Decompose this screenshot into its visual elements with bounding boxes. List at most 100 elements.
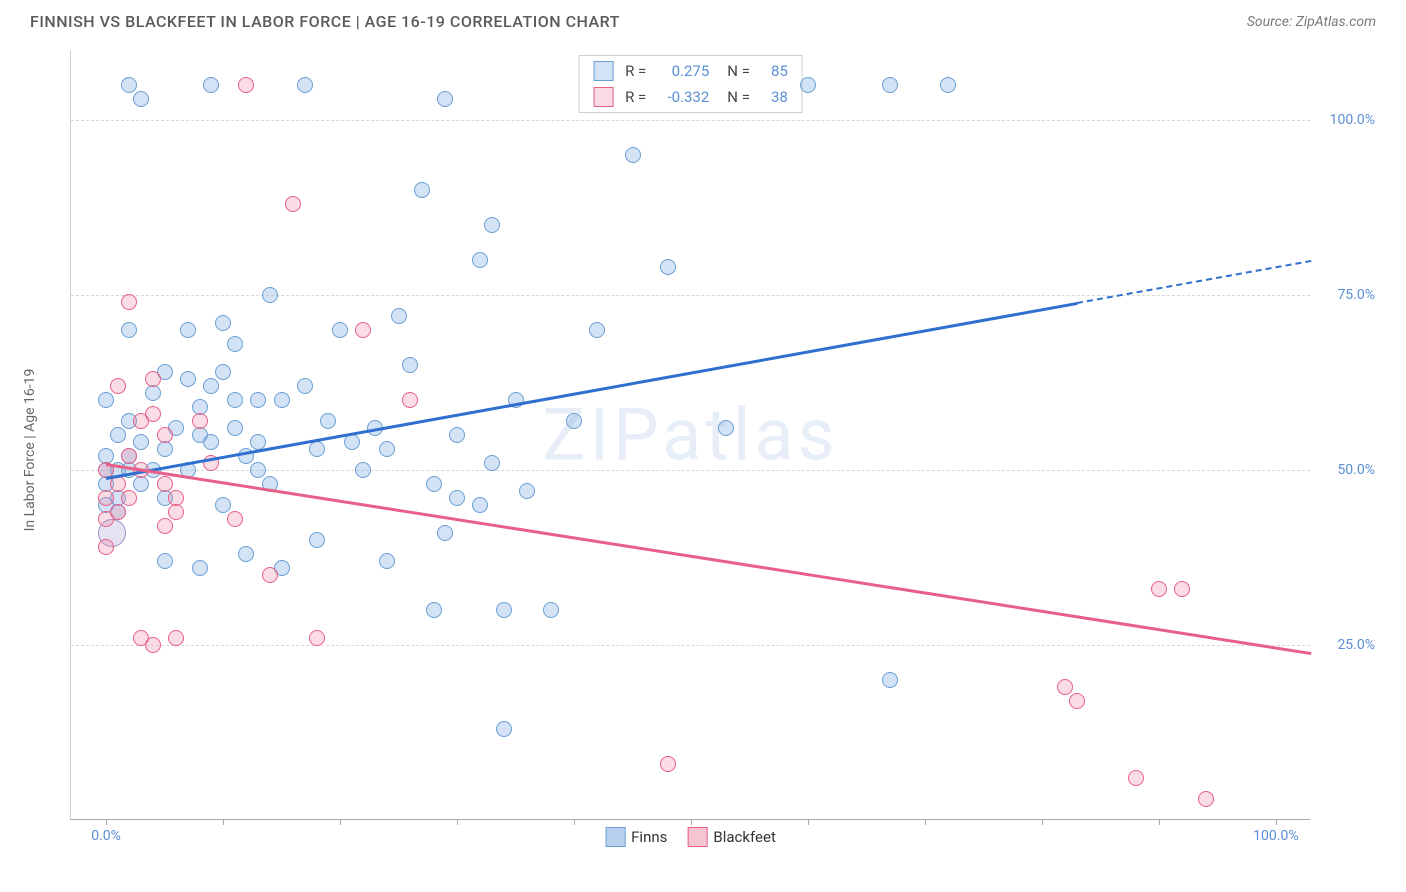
data-point — [309, 532, 325, 548]
data-point — [145, 406, 161, 422]
data-point — [1151, 581, 1167, 597]
data-point — [157, 518, 173, 534]
data-point — [250, 392, 266, 408]
data-point — [625, 147, 641, 163]
legend-row: R = -0.332 N = 38 — [579, 84, 802, 110]
chart-title: FINNISH VS BLACKFEET IN LABOR FORCE | AG… — [30, 12, 620, 31]
data-point — [437, 525, 453, 541]
data-point — [238, 77, 254, 93]
y-tick-label: 100.0% — [1330, 112, 1375, 128]
legend-swatch — [687, 827, 707, 847]
data-point — [227, 420, 243, 436]
y-tick-label: 25.0% — [1337, 637, 1375, 653]
data-point — [484, 455, 500, 471]
data-point — [203, 378, 219, 394]
x-tick — [574, 819, 575, 825]
legend-swatch — [605, 827, 625, 847]
data-point — [414, 182, 430, 198]
data-point — [133, 476, 149, 492]
data-point — [940, 77, 956, 93]
x-tick — [340, 819, 341, 825]
data-point — [238, 546, 254, 562]
data-point — [484, 217, 500, 233]
data-point — [1174, 581, 1190, 597]
data-point — [180, 322, 196, 338]
data-point — [660, 756, 676, 772]
data-point — [121, 77, 137, 93]
data-point — [426, 476, 442, 492]
data-point — [98, 539, 114, 555]
x-tick-label: 100.0% — [1253, 828, 1298, 844]
data-point — [157, 553, 173, 569]
data-point — [449, 427, 465, 443]
data-point — [437, 91, 453, 107]
data-point — [297, 378, 313, 394]
trend-line — [1077, 260, 1311, 304]
data-point — [110, 504, 126, 520]
r-label: R = — [625, 88, 646, 106]
legend-label: Blackfeet — [713, 828, 775, 846]
correlation-chart: In Labor Force | Age 16-19 ZIPatlas R =0… — [50, 50, 1376, 850]
data-point — [1198, 791, 1214, 807]
series-legend: Finns Blackfeet — [605, 827, 776, 847]
x-tick — [1042, 819, 1043, 825]
correlation-legend: R = 0.275 N = 85 R = -0.332 N = 38 — [578, 55, 803, 113]
x-tick-label: 0.0% — [91, 828, 121, 844]
data-point — [121, 294, 137, 310]
data-point — [519, 483, 535, 499]
data-point — [355, 322, 371, 338]
data-point — [426, 602, 442, 618]
data-point — [262, 287, 278, 303]
gridline — [71, 645, 1310, 646]
data-point — [379, 553, 395, 569]
data-point — [168, 504, 184, 520]
data-point — [192, 560, 208, 576]
data-point — [496, 602, 512, 618]
legend-item: Blackfeet — [687, 827, 775, 847]
x-tick — [925, 819, 926, 825]
data-point — [98, 490, 114, 506]
data-point — [133, 434, 149, 450]
plot-area: ZIPatlas R =0.275N =85R =-0.332N =38 Fin… — [70, 50, 1310, 820]
x-tick — [691, 819, 692, 825]
data-point — [297, 77, 313, 93]
data-point — [285, 196, 301, 212]
data-point — [180, 371, 196, 387]
n-label: N = — [727, 62, 750, 80]
data-point — [355, 462, 371, 478]
x-tick — [1276, 819, 1277, 825]
data-point — [1057, 679, 1073, 695]
data-point — [133, 91, 149, 107]
data-point — [121, 490, 137, 506]
n-value: 85 — [758, 62, 788, 80]
data-point — [320, 413, 336, 429]
data-point — [391, 308, 407, 324]
r-value: 0.275 — [654, 62, 709, 80]
data-point — [566, 413, 582, 429]
data-point — [882, 672, 898, 688]
n-label: N = — [727, 88, 750, 106]
y-tick-label: 50.0% — [1337, 462, 1375, 478]
legend-item: Finns — [605, 827, 667, 847]
legend-label: Finns — [631, 828, 667, 846]
data-point — [543, 602, 559, 618]
data-point — [309, 630, 325, 646]
r-label: R = — [625, 62, 646, 80]
n-value: 38 — [758, 88, 788, 106]
data-point — [215, 497, 231, 513]
data-point — [215, 364, 231, 380]
data-point — [309, 441, 325, 457]
x-tick — [106, 819, 107, 825]
gridline — [71, 120, 1310, 121]
data-point — [121, 322, 137, 338]
data-point — [145, 385, 161, 401]
data-point — [227, 392, 243, 408]
r-value: -0.332 — [654, 88, 709, 106]
data-point — [227, 336, 243, 352]
data-point — [227, 511, 243, 527]
data-point — [157, 476, 173, 492]
data-point — [1069, 693, 1085, 709]
data-point — [882, 77, 898, 93]
trend-line — [106, 463, 1311, 654]
data-point — [472, 252, 488, 268]
